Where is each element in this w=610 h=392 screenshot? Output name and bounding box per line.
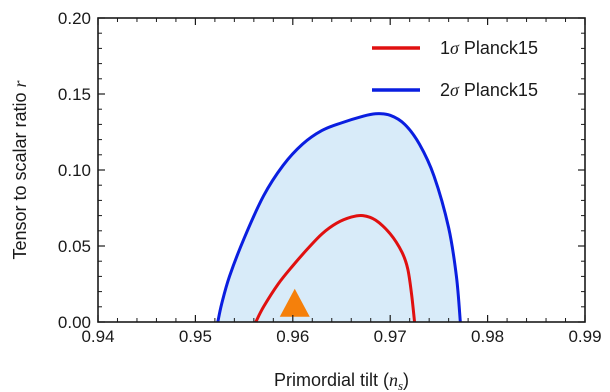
- legend-num: 1: [440, 38, 450, 58]
- y-tick-label: 0.05: [58, 237, 91, 256]
- y-axis-label-var: r: [10, 79, 30, 87]
- x-tick-label: 0.98: [471, 327, 504, 346]
- y-tick-label: 0.10: [58, 161, 91, 180]
- x-axis-label-prefix: Primordial tilt (: [274, 370, 389, 390]
- legend-label: 2σ Planck15: [440, 80, 538, 100]
- y-tick-label: 0.20: [58, 9, 91, 28]
- x-tick-label: 0.99: [568, 327, 601, 346]
- legend: 1σ Planck15 2σ Planck15: [372, 38, 538, 100]
- x-axis-label: Primordial tilt (ns): [274, 370, 409, 392]
- legend-label: 1σ Planck15: [440, 38, 538, 58]
- legend-name: Planck15: [459, 38, 538, 58]
- y-axis-label-text: Tensor to scalar ratio: [10, 87, 30, 259]
- x-tick-label: 0.95: [179, 327, 212, 346]
- x-tick-label: 0.97: [374, 327, 407, 346]
- x-tick-label: 0.96: [276, 327, 309, 346]
- y-tick-label: 0.00: [58, 313, 91, 332]
- x-axis-label-suffix: ): [403, 370, 409, 390]
- y-tick-label: 0.15: [58, 85, 91, 104]
- y-axis-label: Tensor to scalar ratio r: [10, 79, 30, 259]
- legend-name: Planck15: [459, 80, 538, 100]
- legend-num: 2: [440, 80, 450, 100]
- x-axis-label-var: n: [389, 370, 398, 390]
